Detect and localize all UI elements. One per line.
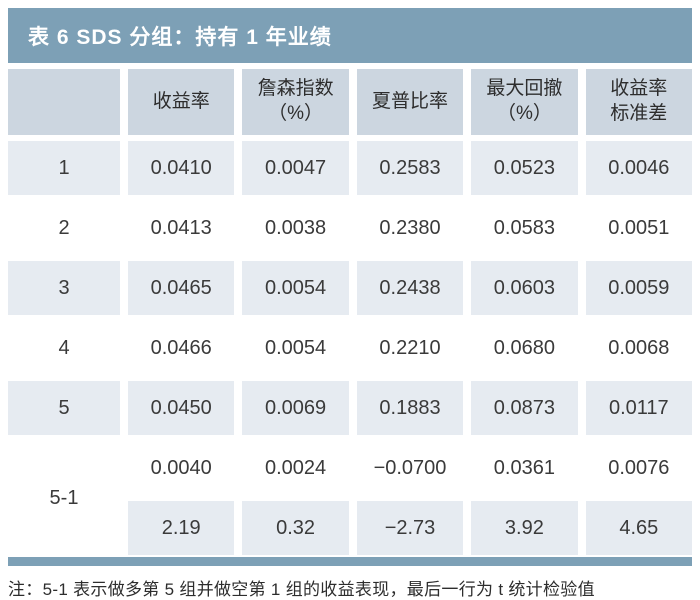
row-label: 4 bbox=[8, 321, 120, 375]
column-header-return: 收益率 bbox=[128, 69, 235, 135]
column-header-sharpe: 夏普比率 bbox=[356, 69, 464, 135]
column-header-line: 詹森指数 bbox=[257, 78, 334, 100]
table-cell: 0.0040 bbox=[128, 441, 235, 495]
column-header-stddev: 收益率 标准差 bbox=[585, 69, 692, 135]
table-cell: 0.0450 bbox=[128, 381, 235, 435]
column-header-line: 收益率 bbox=[610, 78, 668, 100]
row-label-long-short: 5-1 bbox=[8, 441, 120, 555]
table-cell: 0.0583 bbox=[471, 201, 578, 255]
table-cell: 0.0523 bbox=[471, 141, 578, 195]
table-cell: 0.0046 bbox=[585, 141, 692, 195]
table-cell: 0.2438 bbox=[356, 261, 464, 315]
table-cell: 0.0873 bbox=[471, 381, 578, 435]
table-cell: 0.0024 bbox=[242, 441, 349, 495]
table-cell: 0.2380 bbox=[356, 201, 464, 255]
table-cell: 0.0680 bbox=[471, 321, 578, 375]
table-cell-tstat: 0.32 bbox=[242, 501, 349, 555]
table-cell: 0.0051 bbox=[585, 201, 692, 255]
table-cell: 0.0038 bbox=[242, 201, 349, 255]
column-header-line: （%） bbox=[496, 103, 552, 124]
column-header-line: （%） bbox=[268, 103, 324, 124]
table-cell: 0.2583 bbox=[356, 141, 464, 195]
table-cell: 0.0047 bbox=[242, 141, 349, 195]
table-cell-tstat: 2.19 bbox=[128, 501, 235, 555]
table-cell: 0.0076 bbox=[585, 441, 692, 495]
table-bottom-rule bbox=[8, 557, 692, 566]
column-header-line: 夏普比率 bbox=[371, 90, 448, 112]
table-cell: 0.0068 bbox=[585, 321, 692, 375]
column-header-line: 最大回撤 bbox=[486, 78, 563, 100]
table-cell: 0.0603 bbox=[471, 261, 578, 315]
table-cell: 0.0361 bbox=[471, 441, 578, 495]
row-label: 3 bbox=[8, 261, 120, 315]
row-label: 2 bbox=[8, 201, 120, 255]
table-cell: 0.0054 bbox=[242, 261, 349, 315]
table-cell: −0.0700 bbox=[356, 441, 464, 495]
table-cell: 0.0069 bbox=[242, 381, 349, 435]
row-label: 1 bbox=[8, 141, 120, 195]
table-cell: 0.0410 bbox=[128, 141, 235, 195]
table-cell: 0.0059 bbox=[585, 261, 692, 315]
table-cell: 0.0413 bbox=[128, 201, 235, 255]
table-cell: 0.2210 bbox=[356, 321, 464, 375]
table-cell: 0.0465 bbox=[128, 261, 235, 315]
performance-table: 收益率 詹森指数 （%） 夏普比率 最大回撤 （%） 收益率 标准差 1 0.0… bbox=[8, 69, 692, 555]
table-cell: 0.1883 bbox=[356, 381, 464, 435]
table-footnote: 注：5-1 表示做多第 5 组并做空第 1 组的收益表现，最后一行为 t 统计检… bbox=[8, 580, 595, 599]
row-label: 5 bbox=[8, 381, 120, 435]
column-header-line: 标准差 bbox=[610, 103, 668, 124]
table-title: 表 6 SDS 分组：持有 1 年业绩 bbox=[28, 25, 332, 49]
table-cell: 0.0054 bbox=[242, 321, 349, 375]
table-cell-tstat: −2.73 bbox=[356, 501, 464, 555]
table-title-bar: 表 6 SDS 分组：持有 1 年业绩 bbox=[8, 8, 692, 63]
table-cell-tstat: 3.92 bbox=[471, 501, 578, 555]
column-header-group bbox=[8, 69, 120, 135]
table-cell: 0.0466 bbox=[128, 321, 235, 375]
table-cell: 0.0117 bbox=[585, 381, 692, 435]
column-header-line: 收益率 bbox=[152, 90, 210, 112]
table-cell-tstat: 4.65 bbox=[585, 501, 692, 555]
column-header-maxdrawdown: 最大回撤 （%） bbox=[471, 69, 578, 135]
column-header-jensen: 詹森指数 （%） bbox=[242, 69, 349, 135]
